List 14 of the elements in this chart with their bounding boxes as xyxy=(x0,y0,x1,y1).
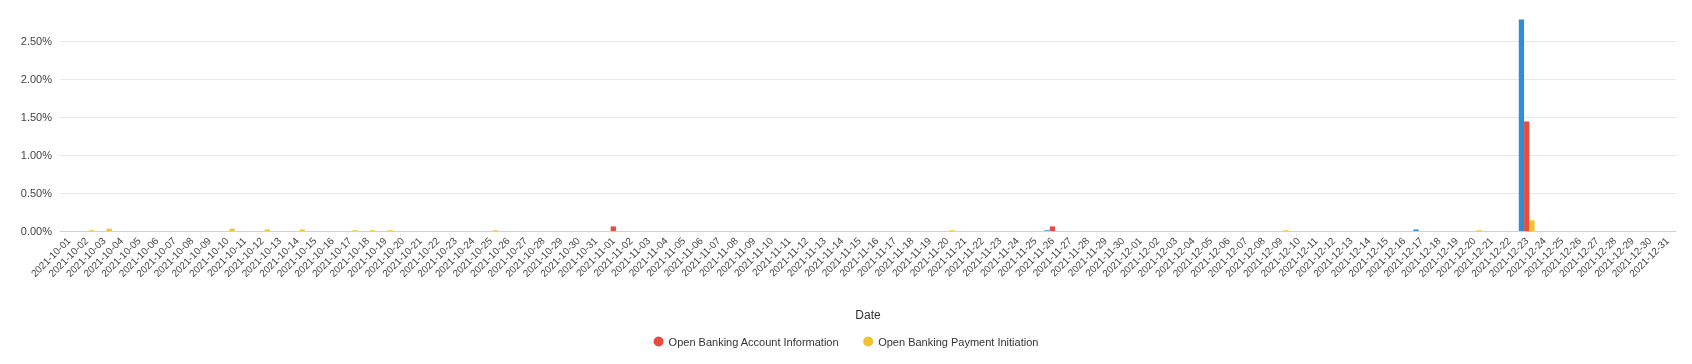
x-axis-title: Date xyxy=(855,308,881,322)
bar xyxy=(1049,226,1056,231)
bar xyxy=(1518,19,1525,231)
y-tick-label: 1.00% xyxy=(20,148,53,161)
y-tick-label: 2.00% xyxy=(20,72,53,85)
bar xyxy=(1524,121,1530,231)
y-tick-label: 1.50% xyxy=(20,110,53,123)
legend-label: Open Banking Payment Initiation xyxy=(878,335,1039,348)
y-tick-label: 2.50% xyxy=(20,34,53,47)
y-tick-label: 0.00% xyxy=(20,225,53,237)
bar xyxy=(610,226,616,231)
legend-label: Open Banking Account Information xyxy=(668,335,839,348)
bar xyxy=(1529,220,1535,231)
y-tick-label: 0.50% xyxy=(20,186,53,199)
